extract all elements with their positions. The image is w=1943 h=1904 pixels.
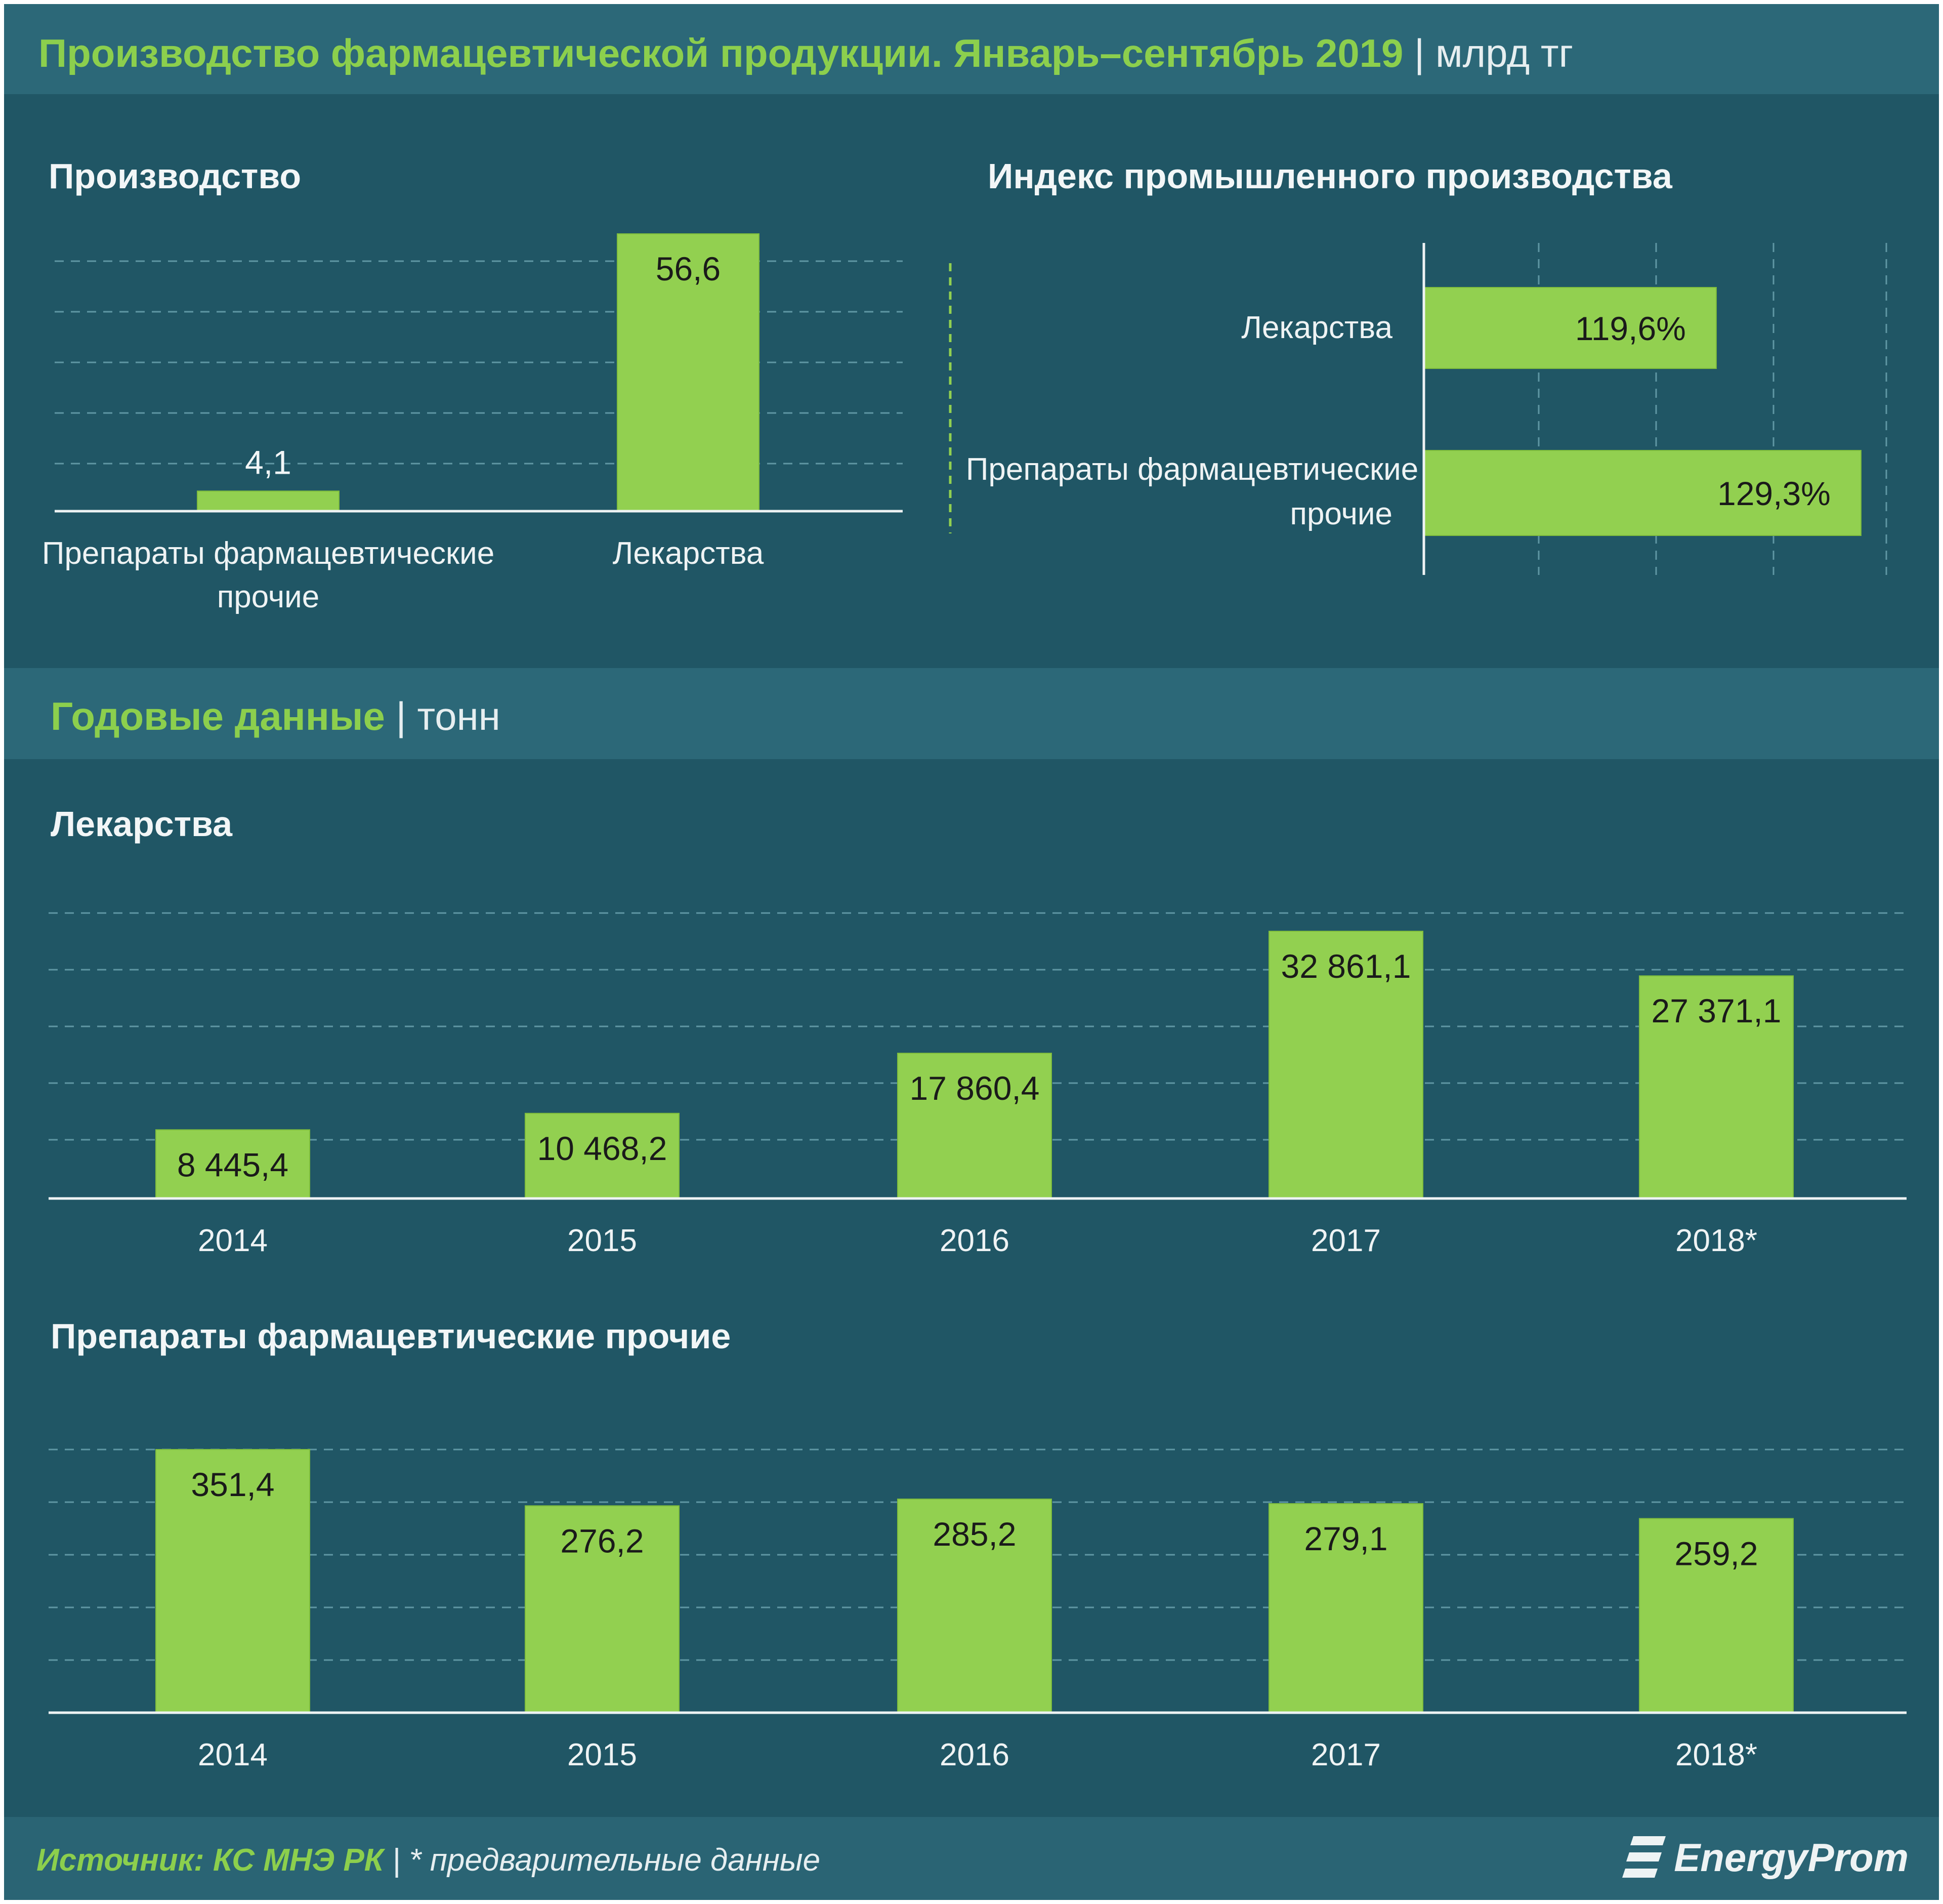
source-text: Источник: КС МНЭ РК — [36, 1843, 384, 1878]
annual-title-text: Годовые данные — [51, 694, 385, 738]
other-preparations-bar — [1269, 1503, 1423, 1714]
production-category-label: Лекарства — [613, 536, 764, 571]
production-value-label: 4,1 — [245, 443, 291, 481]
production-value-label: 56,6 — [656, 250, 721, 287]
source-separator: | — [392, 1843, 401, 1878]
medicines-bar — [155, 1129, 310, 1199]
other-preparations-value-label: 351,4 — [191, 1466, 274, 1503]
production-bar — [197, 490, 340, 512]
index-chart-title: Индекс промышленного производства — [988, 156, 1672, 196]
other-preparations-category-label: 2018* — [1675, 1737, 1757, 1772]
production-category-label: прочие — [217, 580, 320, 614]
title-unit: | млрд тг — [1414, 31, 1574, 75]
other-preparations-bar — [155, 1449, 310, 1713]
other-preparations-category-label: 2016 — [940, 1737, 1009, 1772]
footer-source: Источник: КС МНЭ РК | * предварительные … — [36, 1842, 820, 1878]
other-preparations-category-label: 2017 — [1311, 1737, 1381, 1772]
charts-area: 4,1 Препараты фармацевтические прочие 56,6 Л… — [42, 233, 1907, 1772]
medicines-category-label: 2016 — [940, 1223, 1009, 1258]
footer-band — [4, 1817, 1939, 1900]
medicines-value-label: 32 861,1 — [1281, 947, 1411, 985]
other-preparations-category-label: 2015 — [567, 1737, 637, 1772]
title-text: Производство фармацевтической продукции.… — [38, 31, 1404, 75]
annual-title-unit: | тонн — [396, 694, 500, 738]
production-bar — [617, 233, 759, 512]
brand-name: EnergyProm — [1674, 1835, 1909, 1880]
medicines-chart-title: Лекарства — [51, 804, 233, 844]
production-category-label: Препараты фармацевтические — [42, 536, 494, 571]
other-preparations-bar — [1639, 1518, 1794, 1713]
production-chart-title: Производство — [49, 156, 302, 196]
medicines-value-label: 8 445,4 — [177, 1146, 288, 1183]
header-band: Производство фармацевтической продукции.… — [4, 4, 1939, 94]
medicines-value-label: 17 860,4 — [910, 1069, 1040, 1107]
medicines-category-label: 2017 — [1311, 1223, 1381, 1258]
index-category-label: прочие — [1290, 496, 1392, 531]
annual-band: Годовые данные | тонн — [4, 668, 1939, 759]
other-preparations-bar — [525, 1505, 680, 1713]
infographic: Производство фармацевтической продукции.… — [4, 4, 1939, 1900]
annual-title: Годовые данные | тонн — [51, 693, 500, 739]
medicines-category-label: 2018* — [1675, 1223, 1757, 1258]
other-preparations-value-label: 259,2 — [1674, 1535, 1758, 1572]
medicines-value-label: 10 468,2 — [537, 1130, 667, 1167]
preliminary-note: * предварительные данные — [409, 1843, 821, 1878]
page-title: Производство фармацевтической продукции.… — [38, 30, 1573, 76]
brand-logo: EnergyProm — [1622, 1832, 1909, 1883]
index-bar — [1423, 450, 1862, 536]
medicines-category-label: 2014 — [198, 1223, 268, 1258]
medicines-bar — [897, 1053, 1052, 1199]
other-preparations-value-label: 285,2 — [933, 1515, 1016, 1553]
other-preparations-bar — [897, 1498, 1052, 1713]
other-preparations-category-label: 2014 — [198, 1737, 268, 1772]
index-value-label: 119,6% — [1575, 310, 1686, 347]
medicines-bar — [1269, 931, 1423, 1199]
other-preparations-value-label: 276,2 — [560, 1522, 644, 1559]
other-preparations-value-label: 279,1 — [1304, 1520, 1387, 1557]
medicines-category-label: 2015 — [567, 1223, 637, 1258]
energyprom-logo-icon — [1622, 1836, 1666, 1878]
index-value-label: 129,3% — [1717, 475, 1831, 512]
other-preparations-chart-title: Препараты фармацевтические прочие — [51, 1316, 731, 1356]
index-category-label: Лекарства — [1241, 310, 1392, 345]
index-category-label: Препараты фармацевтические — [966, 452, 1418, 487]
medicines-bar — [1639, 975, 1794, 1199]
medicines-value-label: 27 371,1 — [1652, 992, 1782, 1029]
medicines-bar — [525, 1112, 680, 1199]
